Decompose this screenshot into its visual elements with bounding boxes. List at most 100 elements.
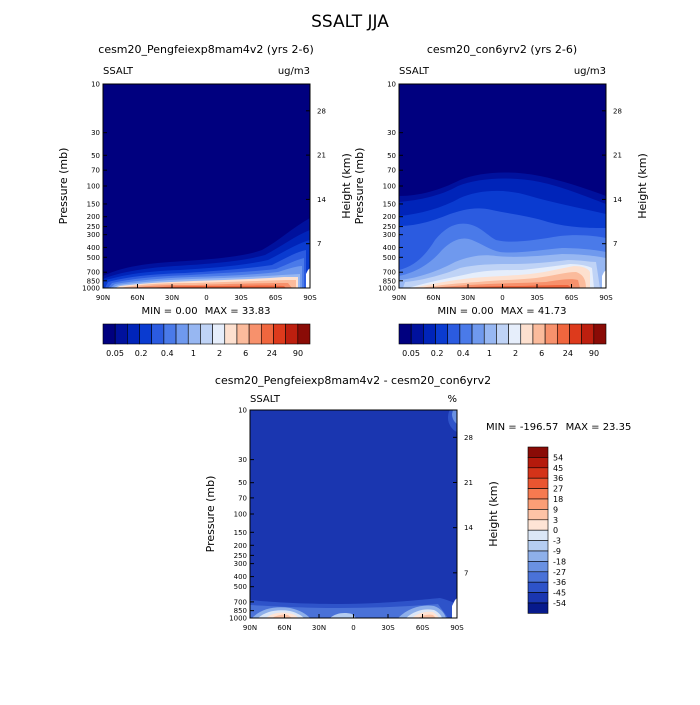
panel-3-colorbar-label: 36 bbox=[553, 474, 563, 483]
panel-1-y2tick-label: 7 bbox=[317, 240, 321, 248]
panel-2-colorbar-swatch bbox=[398, 323, 412, 345]
panel-2-contour-field bbox=[399, 84, 606, 288]
panel-2-ytick-label: 850 bbox=[383, 277, 396, 285]
panel-3-xtick-label: 90N bbox=[243, 624, 257, 632]
panel-1-contour-field bbox=[103, 84, 310, 288]
panel-3-xtick-label: 30N bbox=[312, 624, 326, 632]
panel-1-y2tick-label: 28 bbox=[317, 107, 326, 115]
panel-2-xtick-label: 30N bbox=[461, 294, 475, 302]
panel-3-contour-band bbox=[330, 613, 356, 618]
panel-3-colorbar-swatch bbox=[527, 457, 549, 469]
panel-1-ytick-label: 10 bbox=[91, 81, 100, 89]
panel-3-ytick-label: 150 bbox=[234, 529, 247, 537]
panel-1-colorbar-label: 0.05 bbox=[106, 349, 124, 358]
panel-1-ytick-label: 250 bbox=[87, 223, 100, 231]
panel-1-ytick-label: 850 bbox=[87, 277, 100, 285]
panel-3-ytick-label: 300 bbox=[234, 560, 247, 568]
panel-2-colorbar-label: 24 bbox=[563, 349, 573, 358]
panel-2-ytick-label: 400 bbox=[383, 244, 396, 252]
panel-3-ytick-label: 400 bbox=[234, 573, 247, 581]
panel-2-ytick-label: 10 bbox=[387, 81, 396, 89]
panel-1-ytick-label: 400 bbox=[87, 244, 100, 252]
panel-3-ytick-label: 10 bbox=[238, 407, 247, 415]
panel-2-ytick-label: 50 bbox=[387, 152, 396, 160]
panel-2-max-label: MAX = bbox=[501, 306, 535, 317]
panel-1-y2tick-label: 21 bbox=[317, 152, 326, 160]
panel-2-colorbar bbox=[398, 323, 607, 345]
panel-2-colorbar-swatch bbox=[569, 323, 582, 345]
panel-3-ytick-label: 30 bbox=[238, 456, 247, 464]
panel-3-ytick-label: 50 bbox=[238, 479, 247, 487]
panel-3-ytick-label: 250 bbox=[234, 552, 247, 560]
panel-2-colorbar-labels: 0.05 0.2 0.4 1 2 6 24 90 bbox=[402, 349, 599, 358]
panel-1-title: cesm20_Pengfeiexp8mam4v2 (yrs 2-6) bbox=[98, 43, 313, 56]
panel-3-ytick-label: 200 bbox=[234, 542, 247, 550]
panel-3-colorbar-swatch bbox=[527, 561, 549, 573]
panel-2-ytick-label: 250 bbox=[383, 223, 396, 231]
panel-3-colorbar-label: 3 bbox=[553, 516, 558, 525]
panel-1-xtick-label: 90N bbox=[96, 294, 110, 302]
panel-2-ytick-label: 70 bbox=[387, 167, 396, 175]
panel-2-colorbar-swatch bbox=[581, 323, 595, 345]
panel-2-colorbar-swatch bbox=[483, 323, 497, 345]
panel-2-y2tick-label: 14 bbox=[613, 196, 622, 204]
panel-3-title: cesm20_Pengfeiexp8mam4v2 - cesm20_con6yr… bbox=[215, 374, 491, 387]
panel-1-colorbar-label: 6 bbox=[243, 349, 248, 358]
panel-1-colorbar-swatch bbox=[212, 323, 226, 345]
panel-1-ylabel: Pressure (mb) bbox=[57, 148, 70, 225]
panel-3-min-value: -196.57 bbox=[520, 422, 559, 433]
panel-3-colorbar-label: -3 bbox=[553, 537, 561, 546]
panel-3: cesm20_Pengfeiexp8mam4v2 - cesm20_con6yr… bbox=[204, 374, 631, 632]
panel-3-colorbar-swatch bbox=[527, 509, 549, 521]
panel-1-xtick-label: 60N bbox=[130, 294, 144, 302]
panel-2-colorbar-swatch bbox=[496, 323, 509, 345]
panel-1-colorbar-swatch bbox=[163, 323, 177, 345]
panel-2-min-label: MIN = bbox=[438, 306, 469, 317]
panel-1-colorbar-label: 90 bbox=[293, 349, 303, 358]
panel-1-colorbar-swatch bbox=[175, 323, 189, 345]
panel-3-colorbar-swatch bbox=[527, 540, 549, 552]
panel-2-colorbar-label: 90 bbox=[589, 349, 599, 358]
panel-3-xticks: 90N 60N 30N 0 30S 60S 90S bbox=[243, 614, 464, 632]
panel-2-ytick-label: 300 bbox=[383, 231, 396, 239]
panel-2-colorbar-swatch bbox=[410, 323, 424, 345]
panel-3-colorbar-swatch bbox=[527, 467, 549, 479]
panel-3-ylabel: Pressure (mb) bbox=[204, 476, 217, 553]
panel-2-colorbar-label: 2 bbox=[513, 349, 518, 358]
panel-3-xtick-label: 0 bbox=[351, 624, 355, 632]
panel-2-variable-label: SSALT bbox=[399, 66, 430, 77]
panel-2-y2tick-label: 21 bbox=[613, 152, 622, 160]
panel-1-colorbar-swatch bbox=[102, 323, 116, 345]
panel-3-colorbar-label: -45 bbox=[553, 589, 566, 598]
panel-3-xtick-label: 60S bbox=[416, 624, 430, 632]
panel-3-y2tick-label: 28 bbox=[464, 434, 473, 442]
panel-1-colorbar-label: 0.2 bbox=[135, 349, 148, 358]
panel-3-colorbar-label: 54 bbox=[553, 453, 563, 462]
panel-1-xticks: 90N 60N 30N 0 30S 60S 90S bbox=[96, 284, 317, 302]
panel-2-colorbar-label: 0.4 bbox=[457, 349, 470, 358]
panel-1-stats: MIN = 0.00 MAX = 33.83 bbox=[142, 306, 271, 317]
panel-3-colorbar-label: -36 bbox=[553, 578, 566, 587]
panel-1-colorbar-label: 24 bbox=[267, 349, 277, 358]
panel-1-colorbar-swatch bbox=[224, 323, 238, 345]
panel-3-colorbar-swatch bbox=[527, 581, 549, 593]
panel-2-xtick-label: 60N bbox=[426, 294, 440, 302]
panel-3-colorbar-swatch bbox=[527, 550, 549, 562]
panel-3-ytick-label: 850 bbox=[234, 607, 247, 615]
panel-1-ytick-label: 200 bbox=[87, 213, 100, 221]
panel-1-variable-label: SSALT bbox=[103, 66, 134, 77]
panel-2-ytick-label: 500 bbox=[383, 254, 396, 262]
panel-3-colorbar-swatch bbox=[527, 602, 549, 614]
panel-2-title: cesm20_con6yrv2 (yrs 2-6) bbox=[427, 43, 577, 56]
panel-3-contour-field bbox=[250, 410, 457, 618]
panel-3-ytick-label: 100 bbox=[234, 511, 247, 519]
panel-1-ytick-label: 150 bbox=[87, 200, 100, 208]
panel-3-max-label: MAX = bbox=[566, 422, 600, 433]
panel-2-ytick-label: 1000 bbox=[378, 285, 396, 293]
panel-2-colorbar-swatch bbox=[508, 323, 522, 345]
panel-2-ylabel: Pressure (mb) bbox=[353, 148, 366, 225]
panel-2-xtick-label: 60S bbox=[565, 294, 579, 302]
panel-2-ytick-label: 150 bbox=[383, 200, 396, 208]
